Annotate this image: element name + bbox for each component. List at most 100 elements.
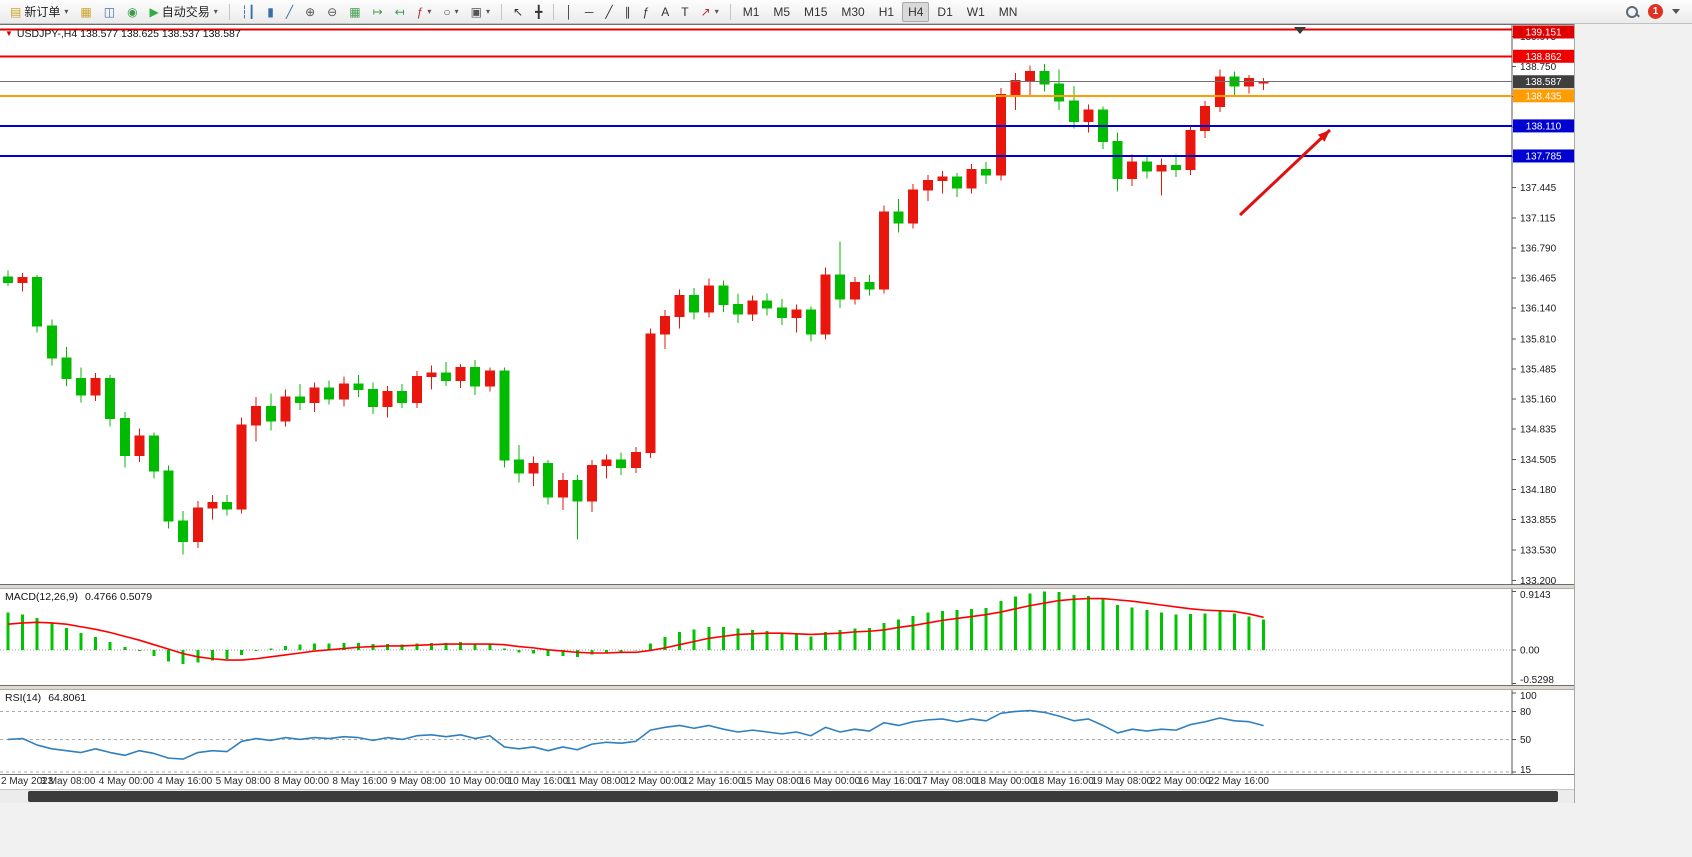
macd-chart[interactable]: 0.9143 0.00 -0.5298	[0, 589, 1575, 685]
support-line-1-price-tag	[1513, 119, 1574, 133]
timeframe-m1[interactable]: M1	[737, 2, 766, 22]
text-label-button[interactable]: T	[676, 3, 693, 21]
chart-shift-button[interactable]: ↤	[390, 3, 410, 21]
candle	[163, 470, 174, 522]
new-order-button[interactable]: ▤ 新订单 ▾	[5, 0, 73, 23]
arrows-button[interactable]: ↗ ▾	[696, 3, 724, 21]
time-label: 4 May 16:00	[157, 776, 213, 787]
scrollbar-thumb[interactable]	[28, 791, 1558, 802]
macd-values: 0.4766 0.5079	[84, 591, 153, 603]
support-line-2-price-tag	[1513, 149, 1574, 163]
panel-splitter-rsi[interactable]	[0, 686, 1574, 690]
indicators-button-caret-icon[interactable]: ▾	[427, 6, 432, 16]
candle	[543, 463, 554, 498]
rsi-chart[interactable]: 100 80 50 15	[0, 690, 1575, 774]
templates-button[interactable]: ▣ ▾	[466, 3, 495, 21]
crosshair-button[interactable]: ╋	[530, 3, 547, 21]
cursor-button[interactable]: ↖	[508, 3, 528, 21]
candle	[820, 274, 831, 335]
candle	[908, 189, 919, 224]
candle	[514, 459, 524, 474]
rsi-axis-label: 50	[1520, 735, 1532, 746]
candle	[557, 479, 568, 498]
candle	[76, 378, 86, 396]
time-label: 17 May 08:00	[916, 776, 977, 787]
autotrading-button[interactable]: ▶ 自动交易 ▾	[145, 0, 223, 23]
bars-chart-button[interactable]: ┆┃	[236, 3, 260, 21]
templates-button-caret-icon[interactable]: ▾	[486, 6, 491, 16]
tile-windows-button[interactable]: ▦	[344, 3, 365, 21]
timeframe-mn[interactable]: MN	[993, 2, 1024, 22]
crosshair-icon: ╋	[535, 4, 543, 19]
candle	[3, 276, 13, 283]
arrows-button-caret-icon[interactable]: ▾	[714, 6, 719, 16]
notification-badge[interactable]: 1	[1648, 4, 1663, 19]
time-label: 12 May 00:00	[624, 776, 685, 787]
timeframe-h1-label: H1	[878, 4, 895, 19]
timeframe-w1[interactable]: W1	[961, 2, 991, 22]
timeframe-h4[interactable]: H4	[902, 1, 930, 22]
price-tick-label: 135.810	[1520, 334, 1557, 345]
trend-arrow[interactable]	[1238, 128, 1332, 217]
auto-scroll-button[interactable]: ↦	[368, 3, 388, 21]
trendline-button[interactable]: ╱	[600, 3, 617, 21]
candle	[1141, 161, 1152, 172]
candle	[733, 304, 743, 315]
channel-button[interactable]: ∥	[620, 3, 636, 21]
timeframe-m30-label: M30	[841, 4, 865, 19]
candle	[1010, 80, 1021, 95]
periods-button[interactable]: ○ ▾	[438, 3, 463, 21]
time-label: 9 May 08:00	[390, 776, 446, 787]
candle	[981, 168, 992, 176]
candle	[1200, 105, 1211, 132]
text-button[interactable]: A	[656, 3, 674, 21]
candle	[397, 391, 408, 404]
horizontal-line-button[interactable]: ─	[580, 3, 599, 21]
notification-caret-icon[interactable]	[1672, 9, 1680, 14]
candle	[455, 366, 466, 381]
candle	[791, 309, 802, 318]
price-tick-label: 137.445	[1520, 183, 1557, 194]
timeframe-m5[interactable]: M5	[767, 2, 796, 22]
candle	[806, 309, 816, 335]
fibonacci-button[interactable]: ƒ	[638, 3, 655, 21]
candle	[1156, 165, 1167, 172]
time-label: 10 May 16:00	[507, 776, 569, 787]
price-tick-label: 136.465	[1520, 274, 1557, 285]
candles-chart-button[interactable]: ▮	[262, 3, 279, 21]
toolbar-separator	[228, 3, 230, 20]
horizontal-scrollbar[interactable]	[0, 790, 1574, 803]
chart-shift-marker[interactable]	[1294, 27, 1306, 34]
candle	[849, 281, 860, 300]
line-chart-button[interactable]: ╱	[281, 3, 298, 21]
timeframe-h1[interactable]: H1	[873, 2, 900, 22]
time-label: 18 May 00:00	[974, 776, 1036, 787]
price-tick-label: 134.180	[1520, 485, 1557, 496]
rsi-value: 64.8061	[48, 692, 87, 704]
indicators-button[interactable]: ƒ ▾	[412, 3, 437, 21]
autotrading-button-caret-icon[interactable]: ▾	[213, 6, 218, 16]
panel-splitter-macd[interactable]	[0, 585, 1574, 589]
macd-axis-label: 0.9143	[1520, 590, 1551, 601]
periods-button-caret-icon[interactable]: ▾	[454, 6, 459, 16]
zoom-out-button[interactable]: ⊖	[322, 3, 342, 21]
new-order-button-caret-icon[interactable]: ▾	[64, 6, 69, 16]
timeframe-m15[interactable]: M15	[798, 2, 833, 22]
zoom-in-button[interactable]: ⊕	[300, 3, 320, 21]
price-chart[interactable]: 139.075138.750138.425138.100137.775137.4…	[0, 25, 1575, 585]
vertical-line-button[interactable]: │	[560, 3, 578, 21]
candle	[1127, 161, 1138, 180]
search-icon[interactable]	[1625, 5, 1639, 19]
candle	[937, 176, 948, 182]
rsi-line	[7, 709, 1264, 760]
autotrading-button-label: 自动交易	[161, 5, 210, 19]
timeframe-d1[interactable]: D1	[931, 2, 958, 22]
candle	[528, 463, 539, 474]
time-label: 8 May 00:00	[274, 776, 330, 787]
new-chart-button[interactable]: ▦	[75, 3, 96, 21]
timeframe-m30[interactable]: M30	[835, 2, 870, 22]
refresh-button[interactable]: ◉	[122, 3, 142, 21]
price-tick-label: 134.505	[1520, 455, 1557, 466]
profiles-button[interactable]: ◫	[99, 3, 120, 21]
chart-title: ▼ USDJPY-,H4 138.577 138.625 138.537 138…	[5, 28, 241, 40]
